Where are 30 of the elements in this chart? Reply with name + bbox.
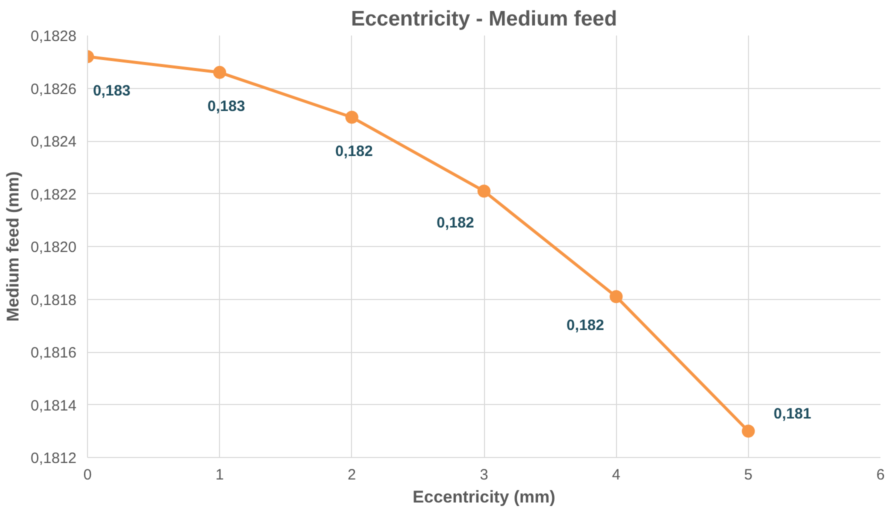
data-label: 0,182 [436,214,474,232]
x-tick-label: 5 [744,466,753,484]
x-tick-label: 3 [480,466,488,484]
y-tick-label: 0,1818 [30,292,77,309]
y-tick-label: 0,1814 [30,397,77,414]
y-axis-title: Medium feed (mm) [4,171,23,322]
chart-title: Eccentricity - Medium feed [350,8,618,30]
x-tick-label: 1 [215,466,224,484]
data-label: 0,182 [335,143,373,160]
y-tick-label: 0,1822 [30,186,77,204]
data-label: 0,181 [774,406,812,423]
x-tick-label: 2 [348,466,356,484]
point [345,110,358,124]
point [213,66,226,79]
data-label: 0,183 [208,98,246,116]
x-tick-label: 6 [876,466,885,484]
y-tick-label: 0,1820 [30,239,77,256]
y-tick-label: 0,1824 [30,134,77,150]
x-axis-title: Eccentricity (mm) [412,488,556,506]
data-label: 0,182 [566,317,604,334]
point [610,290,623,304]
y-tick-label: 0,1816 [30,344,77,362]
y-tick-label: 0,1826 [30,80,77,98]
data-label: 0,183 [92,82,131,100]
point [478,184,490,198]
point [742,424,755,438]
y-tick-label: 0,1828 [30,28,77,45]
y-tick-label: 0,1812 [30,450,77,467]
x-tick-label: 0 [83,466,92,484]
x-tick-label: 4 [612,466,620,484]
